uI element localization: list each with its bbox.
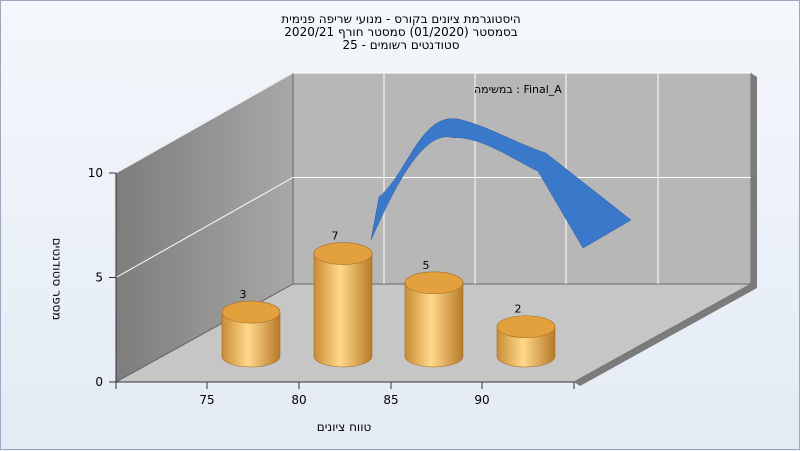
annotation-text: Final_A : במשימה [474, 83, 562, 96]
bar-80 [313, 242, 373, 368]
data-label-1: 7 [332, 230, 339, 243]
chart-title-line-1: היסטוגרמת ציונים בקורס - מנועי שריפה פני… [281, 12, 521, 26]
bar-series [221, 242, 556, 368]
gridline-left-2 [115, 72, 294, 174]
x-axis-label: טווח ציונים [317, 420, 372, 434]
x-tick-label-1: 80 [291, 393, 306, 407]
grid-lines [115, 72, 751, 284]
floor-shadow [574, 284, 757, 386]
y-axis-label: מספר סטודנטים [50, 238, 64, 321]
data-label-2: 5 [423, 259, 430, 272]
y-tick-label-2: 10 [88, 166, 103, 180]
bar-top-2 [404, 271, 464, 295]
chart-title-line-3: סטודנטים רשומים - 25 [342, 38, 460, 52]
bar-body-3 [496, 326, 556, 368]
bar-body-0 [221, 311, 281, 368]
y-tick-label-0: 0 [95, 375, 103, 389]
bar-top-1 [313, 242, 373, 265]
gridline-left-1 [115, 177, 294, 278]
x-tick-label-2: 85 [383, 393, 398, 407]
bar-top-0 [221, 300, 281, 324]
bar-body-2 [404, 282, 464, 368]
bar-85 [404, 271, 464, 368]
data-label-0: 3 [240, 288, 247, 301]
x-tick-label-0: 75 [199, 393, 214, 407]
line-series-ribbon-shape [370, 118, 632, 249]
bar-top-3 [496, 315, 556, 339]
data-labels: 3 7 5 2 [240, 230, 522, 316]
wall-shadow [751, 73, 757, 288]
bar-90 [496, 315, 556, 368]
bar-body-1 [313, 253, 373, 368]
chart-title-line-2: בסמסטר (01/2020) סמסטר חורף 2020/21 [284, 25, 518, 39]
data-label-3: 2 [515, 303, 522, 316]
bar-75 [221, 300, 281, 368]
x-tick-label-3: 90 [474, 393, 489, 407]
line-series-ribbon [370, 118, 632, 249]
y-tick-label-1: 5 [95, 271, 103, 285]
